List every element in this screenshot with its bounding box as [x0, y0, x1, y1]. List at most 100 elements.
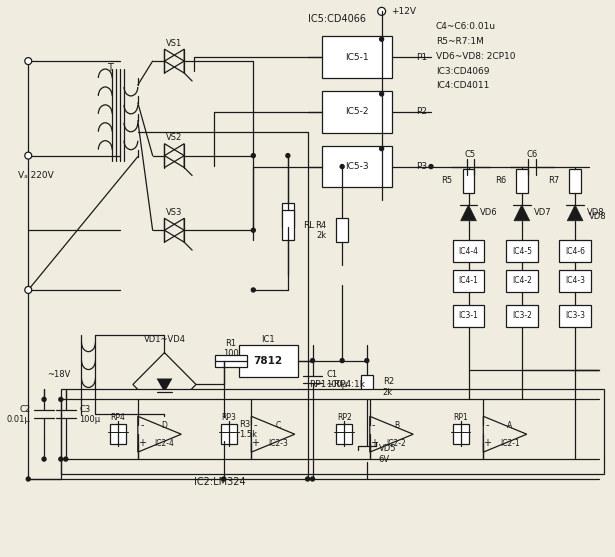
Circle shape: [340, 359, 344, 363]
Text: RP1~RP4:1k: RP1~RP4:1k: [309, 380, 365, 389]
Text: IC2-3: IC2-3: [268, 439, 288, 448]
Text: IC3-3: IC3-3: [565, 311, 585, 320]
Bar: [110, 424, 126, 444]
Text: R7: R7: [548, 177, 559, 185]
Circle shape: [25, 57, 32, 65]
Text: C5: C5: [465, 150, 476, 159]
Circle shape: [59, 457, 63, 461]
Text: IC2:LM324: IC2:LM324: [194, 477, 246, 487]
Text: IC5-2: IC5-2: [345, 108, 369, 116]
Circle shape: [25, 286, 32, 294]
Text: -: -: [485, 421, 489, 430]
Text: IC4-2: IC4-2: [512, 276, 532, 286]
Text: VD5
6V: VD5 6V: [379, 444, 396, 464]
Text: +12V: +12V: [392, 7, 416, 16]
Bar: [559, 240, 591, 262]
Bar: [559, 305, 591, 327]
Text: VS2: VS2: [166, 133, 183, 142]
Circle shape: [64, 457, 68, 461]
Text: +: +: [370, 438, 378, 448]
Bar: [215, 355, 247, 367]
Text: VS3: VS3: [166, 208, 183, 217]
Bar: [462, 169, 474, 193]
Text: IC4:CD4011: IC4:CD4011: [436, 81, 490, 90]
Circle shape: [252, 288, 255, 292]
Bar: [336, 424, 352, 444]
Bar: [516, 169, 528, 193]
Text: IC4-6: IC4-6: [565, 247, 585, 256]
Polygon shape: [157, 379, 172, 393]
Bar: [336, 218, 348, 242]
Text: 7812: 7812: [253, 355, 283, 365]
Text: C4~C6:0.01u: C4~C6:0.01u: [436, 22, 496, 31]
Text: IC4-3: IC4-3: [565, 276, 585, 286]
Circle shape: [25, 152, 32, 159]
Circle shape: [42, 397, 46, 402]
Text: IC4-1: IC4-1: [459, 276, 478, 286]
Circle shape: [286, 154, 290, 158]
Text: VD8: VD8: [587, 208, 605, 217]
Text: RP4: RP4: [111, 413, 125, 422]
Text: VD6: VD6: [480, 208, 498, 217]
Text: +: +: [138, 438, 146, 448]
Circle shape: [340, 164, 344, 169]
Circle shape: [378, 7, 386, 16]
Text: RL: RL: [303, 221, 314, 230]
Text: IC1: IC1: [261, 335, 275, 344]
Bar: [506, 305, 538, 327]
Text: IC2-2: IC2-2: [387, 439, 407, 448]
Circle shape: [59, 397, 63, 402]
Text: IC5:CD4066: IC5:CD4066: [308, 14, 365, 25]
Circle shape: [379, 92, 384, 96]
Bar: [61, 389, 604, 474]
Polygon shape: [514, 205, 530, 221]
Circle shape: [42, 457, 46, 461]
Text: R4
2k: R4 2k: [315, 221, 327, 240]
Text: R1
100: R1 100: [223, 339, 239, 358]
Bar: [453, 305, 484, 327]
Text: A: A: [507, 421, 512, 430]
Text: IC3:CD4069: IC3:CD4069: [436, 66, 490, 76]
Bar: [453, 424, 469, 444]
Circle shape: [306, 477, 309, 481]
Text: IC2-4: IC2-4: [154, 439, 175, 448]
Text: C1
100μ: C1 100μ: [327, 370, 347, 389]
Text: IC3-1: IC3-1: [459, 311, 478, 320]
Text: ~18V: ~18V: [47, 370, 71, 379]
Bar: [322, 36, 392, 78]
Text: -: -: [372, 421, 376, 430]
Bar: [282, 211, 294, 240]
Text: -: -: [253, 421, 257, 430]
Text: VD8: VD8: [589, 212, 606, 221]
Bar: [322, 146, 392, 188]
Text: B: B: [394, 421, 399, 430]
Text: +: +: [252, 438, 260, 448]
Circle shape: [252, 228, 255, 232]
Bar: [569, 169, 581, 193]
Text: IC3-2: IC3-2: [512, 311, 532, 320]
Bar: [361, 375, 373, 399]
Bar: [453, 270, 484, 292]
Text: P3: P3: [416, 162, 427, 171]
Bar: [239, 345, 298, 377]
Text: RP1: RP1: [453, 413, 468, 422]
Bar: [506, 240, 538, 262]
Text: RP2: RP2: [337, 413, 352, 422]
Text: R2
2k: R2 2k: [383, 377, 394, 397]
Text: Vₐ 220V: Vₐ 220V: [18, 171, 54, 180]
Text: IC4-5: IC4-5: [512, 247, 532, 256]
Polygon shape: [567, 205, 583, 221]
Text: D: D: [162, 421, 167, 430]
Polygon shape: [461, 205, 477, 221]
Polygon shape: [359, 446, 375, 462]
Circle shape: [365, 359, 369, 363]
Text: R6: R6: [494, 177, 506, 185]
Circle shape: [311, 359, 314, 363]
Text: P2: P2: [416, 108, 427, 116]
Circle shape: [429, 164, 433, 169]
Text: R5~R7:1M: R5~R7:1M: [436, 37, 484, 46]
Bar: [559, 270, 591, 292]
Circle shape: [222, 477, 226, 481]
Text: IC2-1: IC2-1: [500, 439, 520, 448]
Text: R5: R5: [442, 177, 453, 185]
